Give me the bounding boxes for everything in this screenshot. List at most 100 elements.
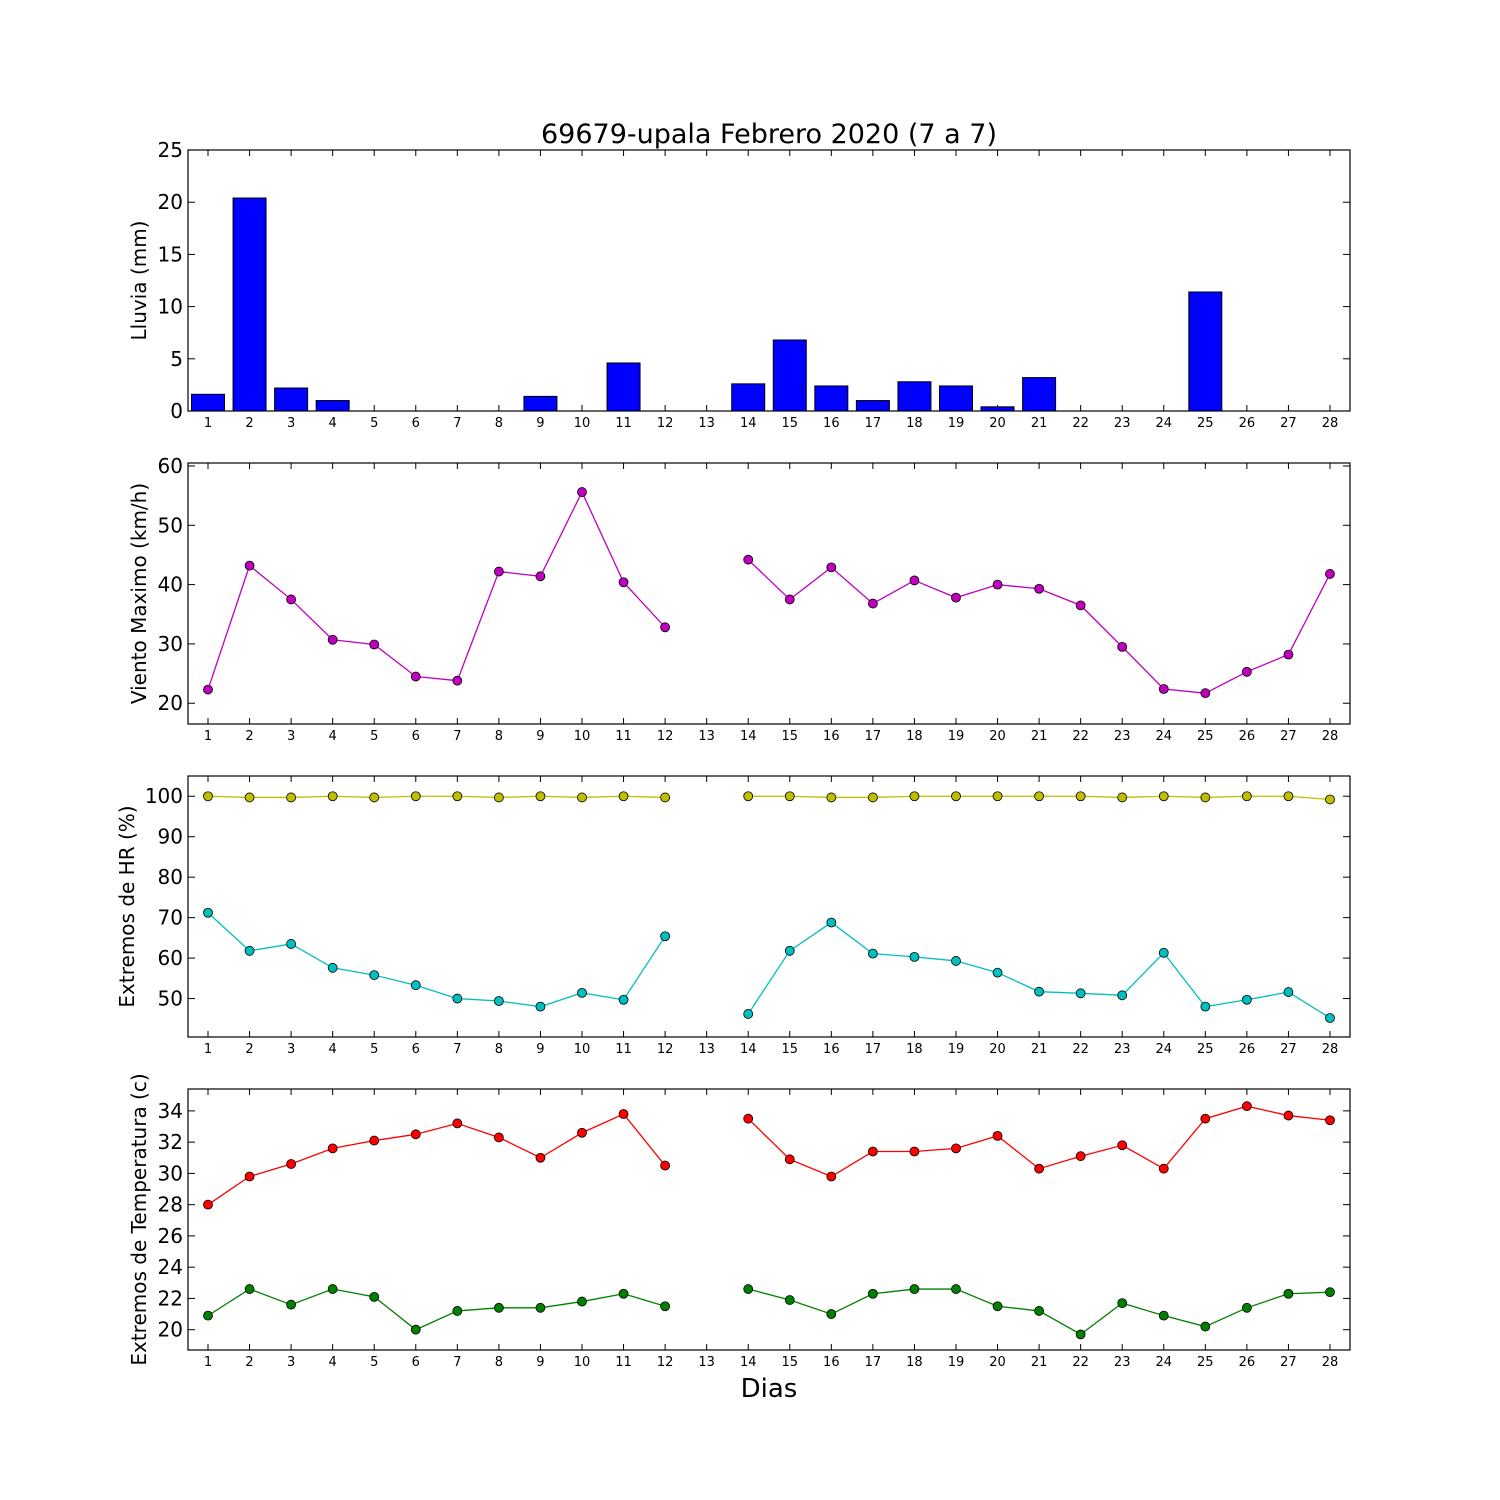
plot-frame [187, 462, 1351, 725]
x-tick-label: 5 [370, 416, 378, 431]
data-point [286, 939, 297, 949]
x-tick-label: 5 [370, 1355, 378, 1370]
series-line [207, 1113, 666, 1206]
x-tick-label: 25 [1197, 1042, 1214, 1057]
y-axis-label: Lluvia (mm) [127, 221, 151, 341]
x-tick-label: 28 [1322, 1042, 1339, 1057]
data-point [286, 792, 297, 803]
x-tick-label: 16 [823, 729, 840, 744]
y-tick-label: 70 [158, 906, 183, 930]
data-point [618, 791, 629, 802]
data-point [867, 1288, 878, 1299]
x-tick-label: 25 [1197, 1355, 1214, 1370]
x-tick-label: 16 [823, 1042, 840, 1057]
data-point [1325, 1287, 1335, 1298]
bar [772, 339, 807, 412]
bar [1188, 291, 1223, 412]
data-point [1158, 684, 1169, 694]
data-point [1283, 1288, 1294, 1299]
x-tick-label: 8 [495, 416, 503, 431]
data-point [577, 792, 587, 803]
data-point [618, 1288, 629, 1299]
bar [274, 387, 309, 412]
x-tick-label: 18 [906, 729, 923, 744]
bar [606, 362, 641, 412]
x-tick-label: 9 [536, 1042, 544, 1057]
y-tick-label: 32 [158, 1130, 183, 1154]
x-tick-label: 11 [615, 729, 632, 744]
bar [731, 383, 766, 412]
x-tick-label: 27 [1280, 1042, 1297, 1057]
series-line [207, 795, 666, 799]
x-tick-label: 28 [1322, 416, 1339, 431]
x-tick-label: 10 [574, 1355, 591, 1370]
series-line [207, 1288, 666, 1331]
y-tick-label: 50 [158, 987, 183, 1011]
x-tick-label: 25 [1197, 416, 1214, 431]
x-tick-label: 26 [1239, 729, 1256, 744]
plot-frame [187, 1088, 1351, 1351]
data-point [1200, 688, 1211, 699]
data-point [660, 622, 671, 633]
data-point [452, 1306, 463, 1316]
x-tick-label: 4 [329, 1042, 337, 1057]
x-tick-label: 26 [1239, 1355, 1256, 1370]
x-tick-label: 14 [740, 1355, 757, 1370]
data-point [577, 987, 587, 998]
y-axis-label: Extremos de HR (%) [115, 805, 139, 1007]
data-point [369, 970, 380, 980]
x-tick-label: 3 [287, 416, 295, 431]
data-point [784, 791, 795, 802]
data-point [493, 996, 504, 1006]
data-point [1283, 1110, 1294, 1121]
x-tick-label: 21 [1031, 1042, 1048, 1057]
y-tick-label: 60 [158, 946, 183, 970]
x-tick-label: 5 [370, 1042, 378, 1057]
series-line [207, 490, 666, 690]
data-point [1117, 1140, 1128, 1151]
y-tick-label: 30 [158, 632, 183, 656]
bar [855, 400, 890, 412]
x-tick-label: 14 [740, 416, 757, 431]
y-tick-label: 5 [170, 347, 183, 371]
x-tick-label: 6 [412, 1042, 420, 1057]
data-point [1034, 986, 1044, 997]
data-point [743, 1113, 754, 1124]
data-point [1325, 794, 1335, 805]
data-point [826, 562, 837, 573]
data-point [410, 671, 421, 682]
data-point [244, 792, 255, 803]
x-tick-label: 5 [370, 729, 378, 744]
data-point [1158, 1163, 1169, 1174]
x-tick-label: 20 [989, 1355, 1006, 1370]
data-point [951, 1143, 961, 1154]
y-axis-label: Extremos de Temperatura (c) [127, 1073, 151, 1365]
data-point [203, 907, 213, 918]
x-tick-label: 11 [615, 416, 632, 431]
x-tick-label: 27 [1280, 1355, 1297, 1370]
y-tick-label: 90 [158, 825, 183, 849]
x-tick-label: 13 [698, 1042, 715, 1057]
x-tick-label: 20 [989, 416, 1006, 431]
x-tick-label: 17 [865, 416, 882, 431]
x-tick-label: 9 [536, 729, 544, 744]
bar [232, 197, 267, 412]
plot-frame [187, 775, 1351, 1038]
x-tick-label: 24 [1155, 1355, 1172, 1370]
data-point [618, 994, 629, 1005]
x-tick-label: 21 [1031, 1355, 1048, 1370]
x-tick-label: 17 [865, 1355, 882, 1370]
x-tick-label: 20 [989, 1042, 1006, 1057]
data-point [410, 1324, 421, 1335]
series-hr_min [203, 907, 1335, 1023]
data-point [1241, 791, 1252, 802]
data-point [784, 1154, 795, 1165]
data-point [1283, 791, 1294, 802]
data-point [1241, 1101, 1252, 1112]
data-point [660, 792, 671, 803]
data-point [743, 1009, 754, 1019]
x-tick-label: 24 [1155, 729, 1172, 744]
data-point [244, 560, 255, 571]
data-point [577, 1296, 587, 1307]
